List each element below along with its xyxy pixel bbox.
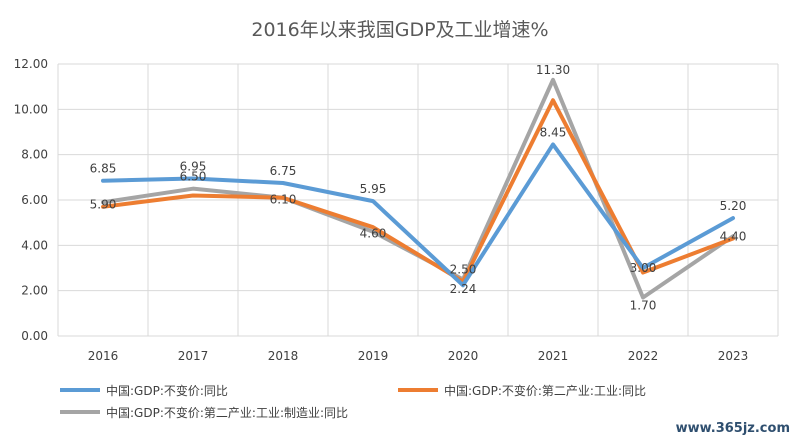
series-line-industry [101, 98, 735, 284]
data-label-gdp: 6.85 [90, 162, 117, 176]
x-tick-label: 2017 [178, 349, 209, 363]
data-labels: 6.85 6.95 6.75 5.95 2.24 8.45 3.00 5.20 5.90 6.50… [90, 63, 747, 313]
legend-label-gdp: 中国:GDP:不变价:同比 [106, 383, 228, 398]
legend-label-industry: 中国:GDP:不变价:第二产业:工业:同比 [444, 383, 646, 398]
y-tick-label: 2.00 [21, 284, 48, 298]
data-label-manufacturing: 4.60 [360, 227, 387, 241]
data-label-manufacturing: 1.70 [630, 298, 657, 312]
data-label-manufacturing: 6.10 [270, 193, 297, 207]
data-label-gdp: 3.00 [630, 261, 657, 275]
watermark: www.365jz.com [676, 421, 790, 436]
y-tick-label: 0.00 [21, 329, 48, 343]
data-label-manufacturing: 2.50 [450, 262, 477, 276]
x-tick-label: 2018 [268, 349, 299, 363]
data-label-gdp: 6.75 [270, 164, 297, 178]
series-line-gdp [101, 142, 735, 288]
data-label-manufacturing: 11.30 [536, 63, 570, 77]
x-tick-label: 2021 [538, 349, 569, 363]
data-label-gdp: 8.45 [540, 125, 567, 139]
x-tick-label: 2019 [358, 349, 389, 363]
y-tick-label: 12.00 [14, 57, 48, 71]
y-tick-label: 8.00 [21, 148, 48, 162]
data-label-gdp: 6.95 [180, 159, 207, 173]
chart-title: 2016年以来我国GDP及工业增速% [251, 19, 548, 41]
x-tick-label: 2016 [88, 349, 119, 363]
data-label-gdp: 5.20 [720, 199, 747, 213]
data-label-manufacturing: 6.50 [180, 170, 207, 184]
data-label-manufacturing: 5.90 [90, 197, 117, 211]
legend-label-manufacturing: 中国:GDP:不变价:第二产业:工业:制造业:同比 [106, 405, 348, 420]
gridlines [57, 63, 779, 337]
y-tick-label: 6.00 [21, 193, 48, 207]
x-axis-ticks: 2016 2017 2018 2019 2020 2021 2022 2023 [88, 349, 749, 363]
x-tick-label: 2022 [628, 349, 659, 363]
x-tick-label: 2023 [718, 349, 749, 363]
series-lines [101, 77, 735, 300]
data-label-gdp: 2.24 [450, 282, 477, 296]
data-label-manufacturing: 4.40 [720, 229, 747, 243]
x-tick-label: 2020 [448, 349, 479, 363]
data-label-gdp: 5.95 [360, 182, 387, 196]
y-tick-label: 4.00 [21, 238, 48, 252]
y-axis-ticks: 0.00 2.00 4.00 6.00 8.00 10.00 12.00 [14, 57, 48, 343]
legend: 中国:GDP:不变价:同比 中国:GDP:不变价:第二产业:工业:同比 中国:G… [60, 383, 646, 420]
y-tick-label: 10.00 [14, 102, 48, 116]
